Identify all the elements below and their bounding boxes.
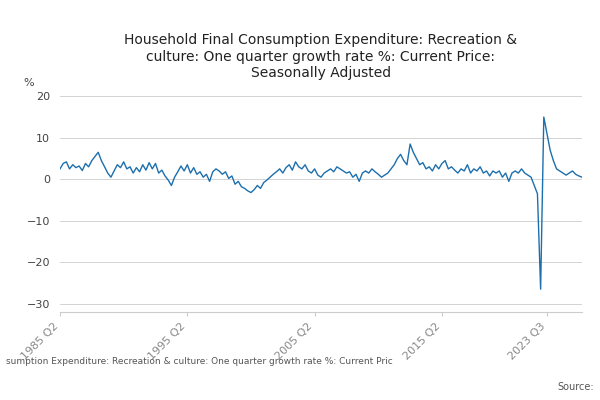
Text: Source:: Source: (557, 382, 594, 392)
Text: %: % (23, 78, 34, 88)
Title: Household Final Consumption Expenditure: Recreation &
culture: One quarter growt: Household Final Consumption Expenditure:… (125, 34, 517, 80)
Text: sumption Expenditure: Recreation & culture: One quarter growth rate %: Current P: sumption Expenditure: Recreation & cultu… (6, 357, 393, 366)
